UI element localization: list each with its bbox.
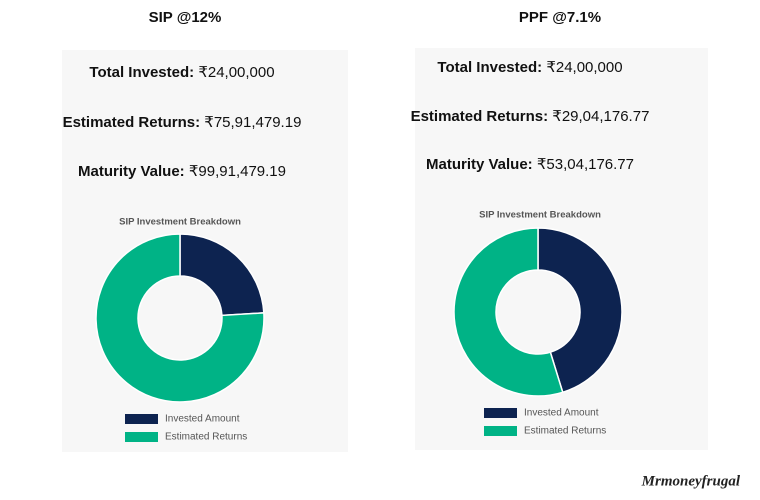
stat-line: Total Invested: ₹24,00,000 <box>437 59 622 76</box>
stat-line: Estimated Returns: ₹75,91,479.19 <box>63 114 302 131</box>
legend-label: Estimated Returns <box>524 426 606 437</box>
stat-value: ₹53,04,176.77 <box>537 156 634 173</box>
legend-swatch <box>484 408 517 418</box>
stat-line: Maturity Value: ₹53,04,176.77 <box>426 156 634 173</box>
stat-line: Maturity Value: ₹99,91,479.19 <box>78 163 286 180</box>
donut-slice <box>537 227 623 394</box>
stat-value: ₹24,00,000 <box>546 59 622 76</box>
panel-heading: PPF @7.1% <box>519 9 601 26</box>
brand: Mrmoneyfrugal <box>641 473 741 489</box>
legend-label: Invested Amount <box>165 414 240 425</box>
legend-swatch <box>484 426 517 436</box>
stat-label: Maturity Value: <box>426 156 533 173</box>
chart-title: SIP Investment Breakdown <box>479 210 601 221</box>
stat-value: ₹75,91,479.19 <box>204 114 301 131</box>
panel-heading: SIP @12% <box>149 9 222 26</box>
donut-slice <box>179 233 265 317</box>
stat-line: Estimated Returns: ₹29,04,176.77 <box>411 108 650 125</box>
stat-label: Estimated Returns: <box>63 114 201 131</box>
stat-value: ₹29,04,176.77 <box>552 108 649 125</box>
legend-swatch <box>125 432 158 442</box>
donut-slice <box>95 233 265 403</box>
stat-label: Estimated Returns: <box>411 108 549 125</box>
legend-swatch <box>125 414 158 424</box>
stat-value: ₹99,91,479.19 <box>189 163 286 180</box>
stat-label: Maturity Value: <box>78 163 185 180</box>
chart-title: SIP Investment Breakdown <box>119 217 241 228</box>
stat-label: Total Invested: <box>89 64 194 81</box>
stat-label: Total Invested: <box>437 59 542 76</box>
legend-label: Invested Amount <box>524 408 599 419</box>
stat-value: ₹24,00,000 <box>198 64 274 81</box>
legend-label: Estimated Returns <box>165 432 247 443</box>
donut-slice <box>453 227 564 397</box>
stat-line: Total Invested: ₹24,00,000 <box>89 64 274 81</box>
